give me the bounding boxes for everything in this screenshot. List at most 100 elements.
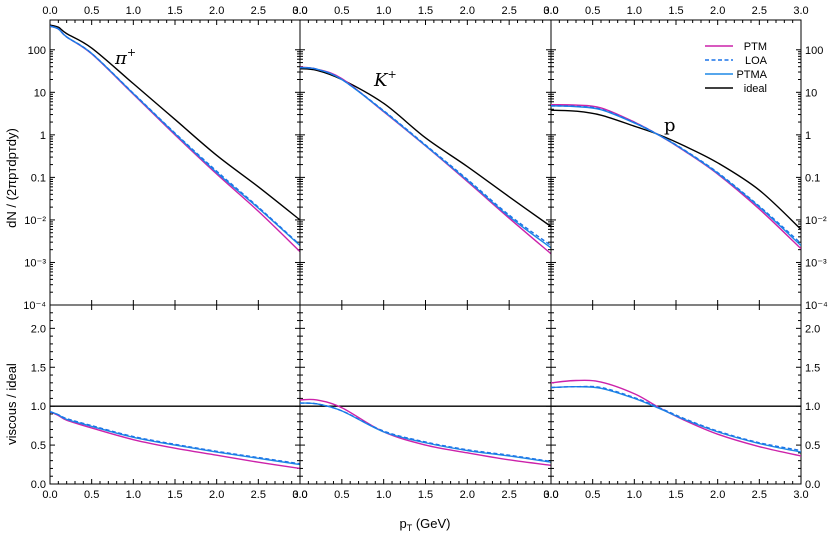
y-tick-label-right-bottom: 1.5 <box>805 362 820 374</box>
y-tick-label-left: 1 <box>40 130 46 142</box>
top-frame-1 <box>299 19 552 306</box>
x-tick-label-top: 1.5 <box>167 5 182 17</box>
x-tick-label-bottom: 0.0 <box>543 489 558 501</box>
x-tick-label-top: 2.5 <box>251 5 266 17</box>
x-tick-label-bottom: 1.5 <box>418 489 433 501</box>
x-tick-label-bottom: 1.0 <box>126 489 141 501</box>
y-tick-label-right: 10 <box>805 87 817 99</box>
particle-label: π+ <box>114 46 136 69</box>
series-line-top-loa <box>551 105 801 244</box>
y-tick-label-right: 1 <box>805 130 811 142</box>
y-tick-label-left-bottom: 1.0 <box>31 401 46 413</box>
y-tick-label-left: 100 <box>28 45 46 57</box>
particle-label: p <box>664 115 676 136</box>
series-line-bottom-loa <box>300 402 551 463</box>
y-tick-label-left: 10 <box>34 87 46 99</box>
x-tick-label-bottom: 0.5 <box>84 489 99 501</box>
x-tick-label-bottom: 0.5 <box>585 489 600 501</box>
x-tick-label-bottom: 0.5 <box>334 489 349 501</box>
y-tick-label-right: 10⁻³ <box>805 257 827 269</box>
x-tick-label-top: 2.0 <box>209 5 224 17</box>
y-tick-label-left: 10⁻² <box>24 215 46 227</box>
x-tick-label-bottom: 2.0 <box>460 489 475 501</box>
bottom-frame-0 <box>49 304 301 485</box>
y-tick-label-left: 10⁻³ <box>24 257 46 269</box>
plot-layer: 0.00.00.50.51.01.01.51.52.02.02.52.53.03… <box>23 5 828 501</box>
x-tick-label-bottom: 1.0 <box>376 489 391 501</box>
x-tick-label-top: 0.5 <box>585 5 600 17</box>
series-line-top-ptm <box>551 104 801 250</box>
x-tick-label-bottom: 3.0 <box>543 489 558 501</box>
x-tick-label-top: 2.0 <box>460 5 475 17</box>
x-tick-label-top: 1.0 <box>627 5 642 17</box>
y-axis-title-top: dN / (2πpᴛdpᴛdy) <box>4 128 19 228</box>
x-axis-title: pT (GeV) <box>399 516 450 533</box>
legend-label-loa: LOA <box>745 55 768 67</box>
series-line-bottom-ptma <box>300 402 551 463</box>
series-line-bottom-ptma <box>50 410 300 466</box>
x-tick-label-bottom: 2.0 <box>710 489 725 501</box>
y-tick-label-left-bottom: 0.5 <box>31 440 46 452</box>
series-line-top-ptm <box>300 66 551 255</box>
x-tick-label-top: 3.0 <box>793 5 808 17</box>
x-tick-label-top: 0.0 <box>42 5 57 17</box>
x-tick-label-top: 1.0 <box>376 5 391 17</box>
series-line-top-ptma <box>551 105 801 247</box>
series-line-bottom-ptm <box>300 398 551 467</box>
series-line-top-ptm <box>50 25 300 253</box>
legend-label-ideal: ideal <box>744 83 767 95</box>
series-line-top-ideal <box>300 67 551 228</box>
x-tick-label-bottom: 1.5 <box>668 489 683 501</box>
x-tick-label-bottom: 0.0 <box>42 489 57 501</box>
y-tick-label-right-bottom: 2.0 <box>805 323 820 335</box>
series-line-bottom-ptma <box>551 386 801 453</box>
series-line-top-loa <box>300 66 551 247</box>
x-tick-label-top: 1.0 <box>126 5 141 17</box>
y-tick-label-right: 100 <box>805 45 823 57</box>
series-line-bottom-ptm <box>50 410 300 470</box>
x-tick-label-bottom: 2.5 <box>752 489 767 501</box>
y-tick-label-right: 0.1 <box>805 172 820 184</box>
x-tick-label-top: 1.5 <box>668 5 683 17</box>
x-tick-label-top: 2.5 <box>752 5 767 17</box>
x-tick-label-bottom: 3.0 <box>292 489 307 501</box>
series-line-bottom-loa <box>551 385 801 452</box>
top-frame-0 <box>49 19 301 306</box>
x-tick-label-bottom: 3.0 <box>793 489 808 501</box>
y-axis-title-bottom: viscous / ideal <box>4 363 19 445</box>
x-tick-label-top: 3.0 <box>543 5 558 17</box>
x-tick-label-top: 0.0 <box>543 5 558 17</box>
y-tick-label-right-bottom: 0.0 <box>805 479 820 491</box>
legend-label-ptma: PTMA <box>736 69 767 81</box>
y-tick-label-left: 10⁻⁴ <box>23 300 46 312</box>
y-tick-label-left-bottom: 2.0 <box>31 323 46 335</box>
y-tick-label-left: 0.1 <box>31 172 46 184</box>
x-tick-label-bottom: 2.0 <box>209 489 224 501</box>
particle-label: K+ <box>373 68 397 91</box>
x-tick-label-top: 3.0 <box>292 5 307 17</box>
x-tick-label-bottom: 2.5 <box>502 489 517 501</box>
series-line-top-ptma <box>50 25 300 247</box>
x-tick-label-top: 0.5 <box>84 5 99 17</box>
y-tick-label-left-bottom: 0.0 <box>31 479 46 491</box>
x-tick-label-top: 0.0 <box>292 5 307 17</box>
series-line-top-loa <box>50 25 300 246</box>
y-tick-label-right-bottom: 1.0 <box>805 401 820 413</box>
x-tick-label-bottom: 2.5 <box>251 489 266 501</box>
x-tick-label-top: 1.5 <box>418 5 433 17</box>
y-tick-label-left-bottom: 1.5 <box>31 362 46 374</box>
bottom-frame-2 <box>550 304 802 485</box>
x-tick-label-top: 0.5 <box>334 5 349 17</box>
y-tick-label-right: 10⁻⁴ <box>805 300 828 312</box>
x-tick-label-bottom: 1.5 <box>167 489 182 501</box>
x-tick-label-top: 2.0 <box>710 5 725 17</box>
x-tick-label-bottom: 1.0 <box>627 489 642 501</box>
legend-label-ptm: PTM <box>744 41 767 53</box>
series-line-top-ideal <box>50 24 300 221</box>
x-tick-label-bottom: 0.0 <box>292 489 307 501</box>
y-tick-label-right-bottom: 0.5 <box>805 440 820 452</box>
series-line-bottom-loa <box>50 410 300 465</box>
x-tick-label-top: 2.5 <box>502 5 517 17</box>
y-tick-label-right: 10⁻² <box>805 215 827 227</box>
